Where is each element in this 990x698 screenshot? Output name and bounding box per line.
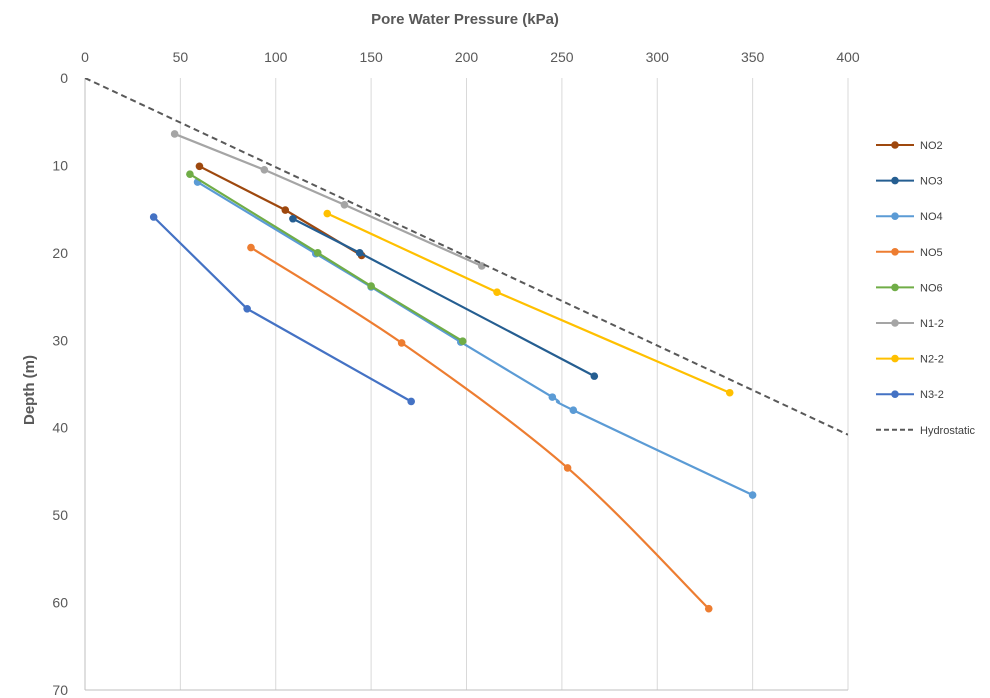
x-tick-label: 0 xyxy=(81,49,89,65)
legend-marker-no4 xyxy=(891,212,899,220)
x-tick-label: 100 xyxy=(264,49,288,65)
data-point-no4 xyxy=(569,406,578,415)
data-point-no3 xyxy=(590,372,599,380)
y-tick-labels: 0 10 20 30 40 50 60 70 xyxy=(52,70,68,698)
legend-label-n2-2: N2-2 xyxy=(920,354,944,366)
series-line-n1-2 xyxy=(174,132,483,267)
y-tick-label: 40 xyxy=(52,420,68,436)
data-point-n3-2 xyxy=(243,305,251,313)
series-line-no5 xyxy=(250,246,710,610)
x-tick-label: 50 xyxy=(173,49,189,65)
data-point-no6 xyxy=(313,249,322,257)
legend-label-no6: NO6 xyxy=(920,282,943,294)
legend: NO2 NO3 NO4 NO5 NO6 N1-2 N2-2 N3-2 Hydrostatic xyxy=(876,140,976,437)
y-tick-label: 70 xyxy=(52,682,68,698)
legend-label-n3-2: N3-2 xyxy=(920,389,944,401)
data-point-no4 xyxy=(748,491,757,499)
legend-marker-no2 xyxy=(891,141,899,149)
y-axis-title: Depth (m) xyxy=(21,355,38,425)
legend-label-no5: NO5 xyxy=(920,247,943,259)
y-tick-label: 10 xyxy=(52,157,68,173)
x-tick-label: 300 xyxy=(646,49,670,65)
data-point-no5 xyxy=(704,604,713,613)
data-point-no6 xyxy=(367,282,375,290)
legend-marker-n2-2 xyxy=(891,354,899,363)
data-point-n1-2 xyxy=(170,130,179,138)
axes xyxy=(84,78,848,691)
legend-label-no3: NO3 xyxy=(920,176,943,188)
data-point-n2-2 xyxy=(323,209,332,218)
data-point-no5 xyxy=(397,339,406,347)
y-tick-label: 0 xyxy=(60,70,68,86)
data-point-no5 xyxy=(563,464,572,472)
x-tick-label: 200 xyxy=(455,49,479,65)
data-point-no6 xyxy=(458,337,467,345)
data-point-no2 xyxy=(281,206,290,214)
data-point-n3-2 xyxy=(407,397,415,406)
grid-lines xyxy=(179,78,849,690)
series-line-no6 xyxy=(189,173,464,343)
series-line-hydrostatic xyxy=(85,78,848,436)
legend-marker-n1-2 xyxy=(891,319,899,327)
legend-marker-no3 xyxy=(891,176,899,185)
data-point-no4 xyxy=(548,393,557,401)
y-tick-label: 30 xyxy=(52,332,68,348)
data-point-n3-2 xyxy=(149,213,158,221)
legend-marker-n3-2 xyxy=(891,390,899,399)
legend-label-no4: NO4 xyxy=(920,211,943,223)
data-point-no2 xyxy=(195,162,204,171)
data-point-n1-2 xyxy=(260,166,269,174)
x-axis-title: Pore Water Pressure (kPa) xyxy=(371,11,559,28)
series-line-n2-2 xyxy=(326,212,731,394)
data-point-no3 xyxy=(289,214,297,223)
data-point-n2-2 xyxy=(725,388,734,397)
y-tick-label: 60 xyxy=(52,595,68,611)
legend-label-no2: NO2 xyxy=(920,140,943,152)
series-line-no3 xyxy=(292,217,595,378)
data-point-n2-2 xyxy=(493,288,501,297)
data-point-no5 xyxy=(247,243,255,252)
data-point-n1-2 xyxy=(340,200,349,209)
y-tick-label: 20 xyxy=(52,245,68,261)
legend-marker-no6 xyxy=(891,283,899,292)
series-line-n3-2 xyxy=(152,216,412,403)
legend-label-n1-2: N1-2 xyxy=(920,318,944,330)
x-tick-label: 150 xyxy=(359,49,383,65)
legend-label-hydrostatic: Hydrostatic xyxy=(920,425,976,437)
x-tick-label: 250 xyxy=(550,49,574,65)
data-point-no6 xyxy=(186,170,194,178)
y-tick-label: 50 xyxy=(52,507,68,523)
x-tick-labels: 0 50 100 150 200 250 300 350 400 xyxy=(81,49,860,65)
legend-marker-no5 xyxy=(891,248,899,256)
data-point-no3 xyxy=(355,249,364,257)
series-layer xyxy=(85,78,848,613)
x-tick-label: 400 xyxy=(836,49,860,65)
x-tick-label: 350 xyxy=(741,49,765,65)
data-point-n1-2 xyxy=(477,262,486,270)
